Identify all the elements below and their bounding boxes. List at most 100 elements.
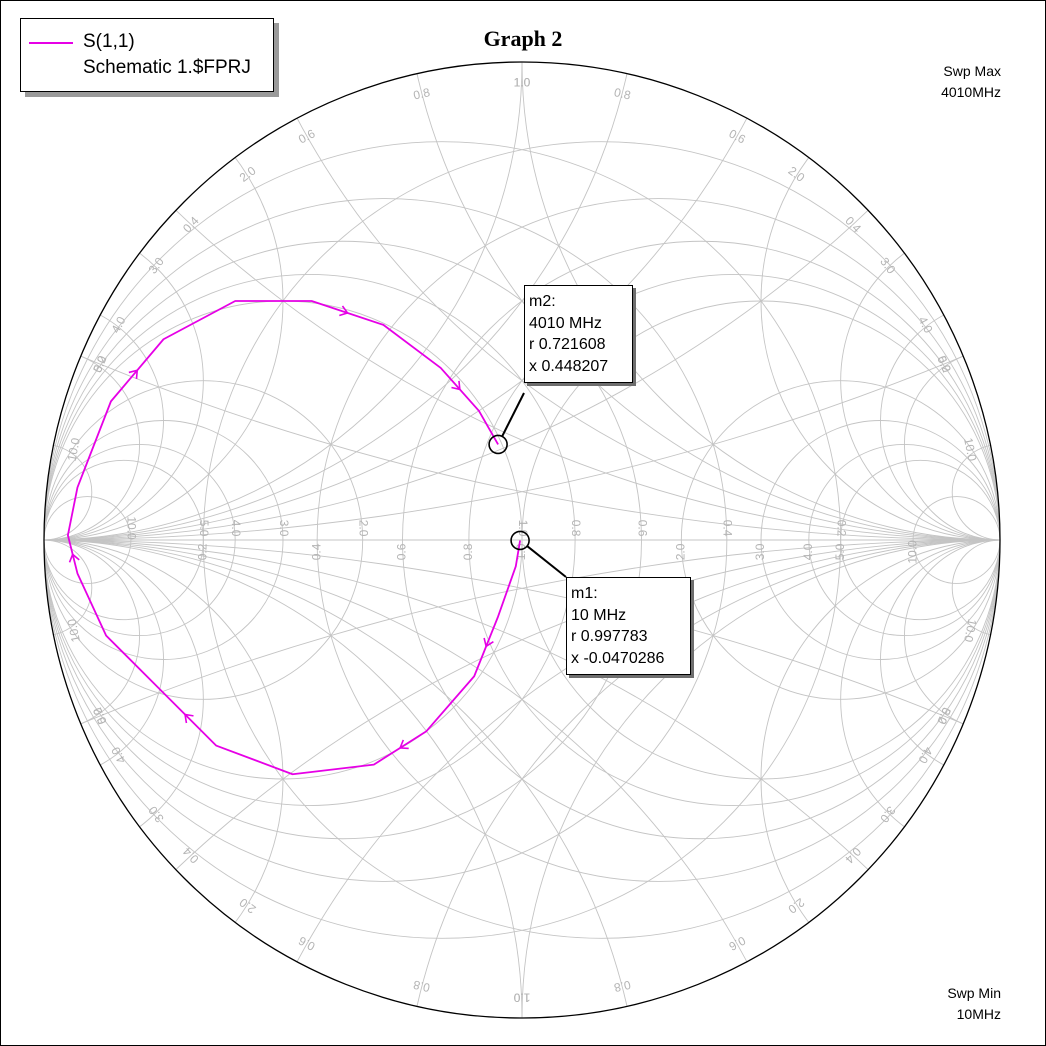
marker-m2-freq: 4010 MHz xyxy=(529,314,602,332)
z-reactance-label-pos-6: 3.0 xyxy=(877,255,898,277)
y-susceptance-arc-neg-0.6 xyxy=(44,539,842,1018)
y-susceptance-label-neg-8: 5.0 xyxy=(90,705,109,726)
y-conductance-label-2: 0.6 xyxy=(635,520,649,537)
y-susceptance-label-neg-9: 10.0 xyxy=(64,617,82,643)
z-reactance-label-pos-3: 0.8 xyxy=(412,85,432,102)
z-reactance-label-neg-8: 5.0 xyxy=(934,705,953,726)
y-susceptance-label-pos-4: 1.0 xyxy=(514,76,531,90)
y-susceptance-arc-neg-3 xyxy=(44,539,204,860)
marker-m1-box[interactable]: m1: 10 MHz r 0.997783 x -0.0470286 xyxy=(566,577,691,675)
y-conductance-label-3: 0.8 xyxy=(569,520,583,537)
y-conductance-circle-10 xyxy=(44,496,132,584)
y-susceptance-arc-neg-1 xyxy=(44,539,523,1018)
chart-title: Graph 2 xyxy=(483,26,563,51)
marker-group xyxy=(488,392,567,578)
z-reactance-label-pos-7: 4.0 xyxy=(915,314,935,336)
y-susceptance-arc-neg-2 xyxy=(44,539,284,1018)
sweep-max: Swp Max 4010MHz xyxy=(941,61,1001,103)
y-susceptance-label-neg-2: 0.6 xyxy=(726,933,748,953)
z-reactance-label-pos-5: 2.0 xyxy=(786,164,808,185)
y-susceptance-label-pos-8: 5.0 xyxy=(90,353,109,374)
z-reactance-arc-neg-2 xyxy=(760,539,1000,1018)
y-susceptance-arc-neg-4 xyxy=(44,539,164,780)
z-resistance-label-7: 4.0 xyxy=(801,543,815,560)
z-reactance-label-neg-3: 0.8 xyxy=(412,977,432,994)
z-reactance-label-neg-5: 2.0 xyxy=(785,895,807,916)
s11-trace xyxy=(67,300,521,776)
marker-m1-x: x -0.0470286 xyxy=(571,649,665,667)
y-conductance-label-9: 10.0 xyxy=(125,516,139,540)
y-conductance-label-5: 2.0 xyxy=(356,520,370,537)
sweep-min-value: 10MHz xyxy=(956,1006,1001,1022)
marker-m2-leader xyxy=(501,392,525,437)
y-susceptance-label-neg-4: 1.0 xyxy=(513,990,530,1004)
z-reactance-label-pos-4: 1.0 xyxy=(514,76,531,90)
z-resistance-label-0: 0.2 xyxy=(196,543,210,560)
y-conductance-label-1: 0.4 xyxy=(721,520,735,537)
y-conductance-circle-0.8 xyxy=(44,273,576,807)
y-susceptance-arc-pos-10 xyxy=(44,443,93,541)
y-conductance-circle-0.6 xyxy=(44,240,642,840)
z-resistance-circle-10 xyxy=(912,496,1000,584)
z-reactance-label-pos-0: 0.2 xyxy=(90,353,109,374)
y-susceptance-label-pos-3: 0.8 xyxy=(613,85,633,102)
y-susceptance-label-pos-2: 0.6 xyxy=(727,126,749,146)
z-reactance-arc-pos-10 xyxy=(951,443,1000,541)
marker-m2-point[interactable] xyxy=(488,434,508,455)
marker-m2-x: x 0.448207 xyxy=(529,357,609,375)
z-reactance-label-pos-2: 0.6 xyxy=(296,126,318,146)
s11-arrow-6 xyxy=(451,380,461,391)
marker-m2-box[interactable]: m2: 4010 MHz r 0.721608 x 0.448207 xyxy=(524,285,633,383)
marker-m1-point[interactable] xyxy=(510,530,530,551)
marker-m1-leader xyxy=(526,545,567,578)
sweep-max-label: Swp Max xyxy=(943,63,1001,79)
y-conductance-label-4: 1.0 xyxy=(516,520,530,537)
z-reactance-label-pos-9: 10.0 xyxy=(961,437,979,463)
z-reactance-label-pos-8: 5.0 xyxy=(934,354,953,375)
marker-m1-freq: 10 MHz xyxy=(571,606,627,624)
z-resistance-label-3: 0.8 xyxy=(461,543,475,560)
y-susceptance-label-neg-3: 0.8 xyxy=(612,978,632,995)
z-resistance-label-2: 0.6 xyxy=(395,543,409,560)
marker-m2-label: m2: xyxy=(529,293,556,310)
z-resistance-circle-0.6 xyxy=(402,240,1000,840)
sweep-max-value: 4010MHz xyxy=(941,84,1001,100)
z-resistance-label-4: 1.0 xyxy=(514,543,528,560)
y-conductance-label-8: 5.0 xyxy=(197,520,211,537)
z-reactance-label-neg-9: 10.0 xyxy=(961,618,979,644)
y-susceptance-label-pos-5: 2.0 xyxy=(237,163,259,184)
s11-trace-group xyxy=(67,300,521,776)
y-conductance-label-0: 0.2 xyxy=(834,520,848,537)
z-reactance-label-neg-7: 4.0 xyxy=(915,745,935,767)
unit-circle xyxy=(43,61,1001,1019)
legend-swatch-s11 xyxy=(29,42,73,44)
y-susceptance-arc-neg-5 xyxy=(44,539,141,732)
sweep-min-label: Swp Min xyxy=(947,985,1001,1001)
legend: S(1,1) Schematic 1.$FPRJ xyxy=(20,18,274,92)
z-reactance-arc-neg-3 xyxy=(840,539,1000,860)
y-conductance-circle-5 xyxy=(44,459,204,621)
z-reactance-label-neg-6: 3.0 xyxy=(877,804,898,826)
y-susceptance-label-neg-6: 3.0 xyxy=(145,803,166,825)
z-resistance-label-5: 2.0 xyxy=(674,543,688,560)
s11-arrow-5 xyxy=(339,305,349,317)
s11-arrow-4 xyxy=(128,369,139,379)
z-reactance-arc-pos-2 xyxy=(760,62,1000,541)
z-reactance-arc-pos-3 xyxy=(840,220,1000,541)
y-susceptance-label-neg-5: 2.0 xyxy=(236,895,258,916)
y-susceptance-label-pos-0: 0.2 xyxy=(934,354,953,375)
y-susceptance-arc-pos-5 xyxy=(44,348,141,541)
z-reactance-arc-pos-0.6 xyxy=(202,62,1000,541)
legend-entry-s11: S(1,1) xyxy=(83,31,135,52)
y-conductance-label-6: 3.0 xyxy=(277,520,291,537)
z-resistance-label-9: 10.0 xyxy=(905,540,919,564)
sweep-min: Swp Min 10MHz xyxy=(947,983,1001,1025)
marker-m1-r: r 0.997783 xyxy=(571,628,648,645)
s11-arrow-0 xyxy=(483,637,494,648)
y-susceptance-arc-neg-10 xyxy=(44,539,93,637)
z-reactance-label-neg-2: 0.6 xyxy=(296,933,318,953)
y-susceptance-arc-pos-4 xyxy=(44,300,164,541)
z-reactance-arc-neg-4 xyxy=(880,539,1000,780)
